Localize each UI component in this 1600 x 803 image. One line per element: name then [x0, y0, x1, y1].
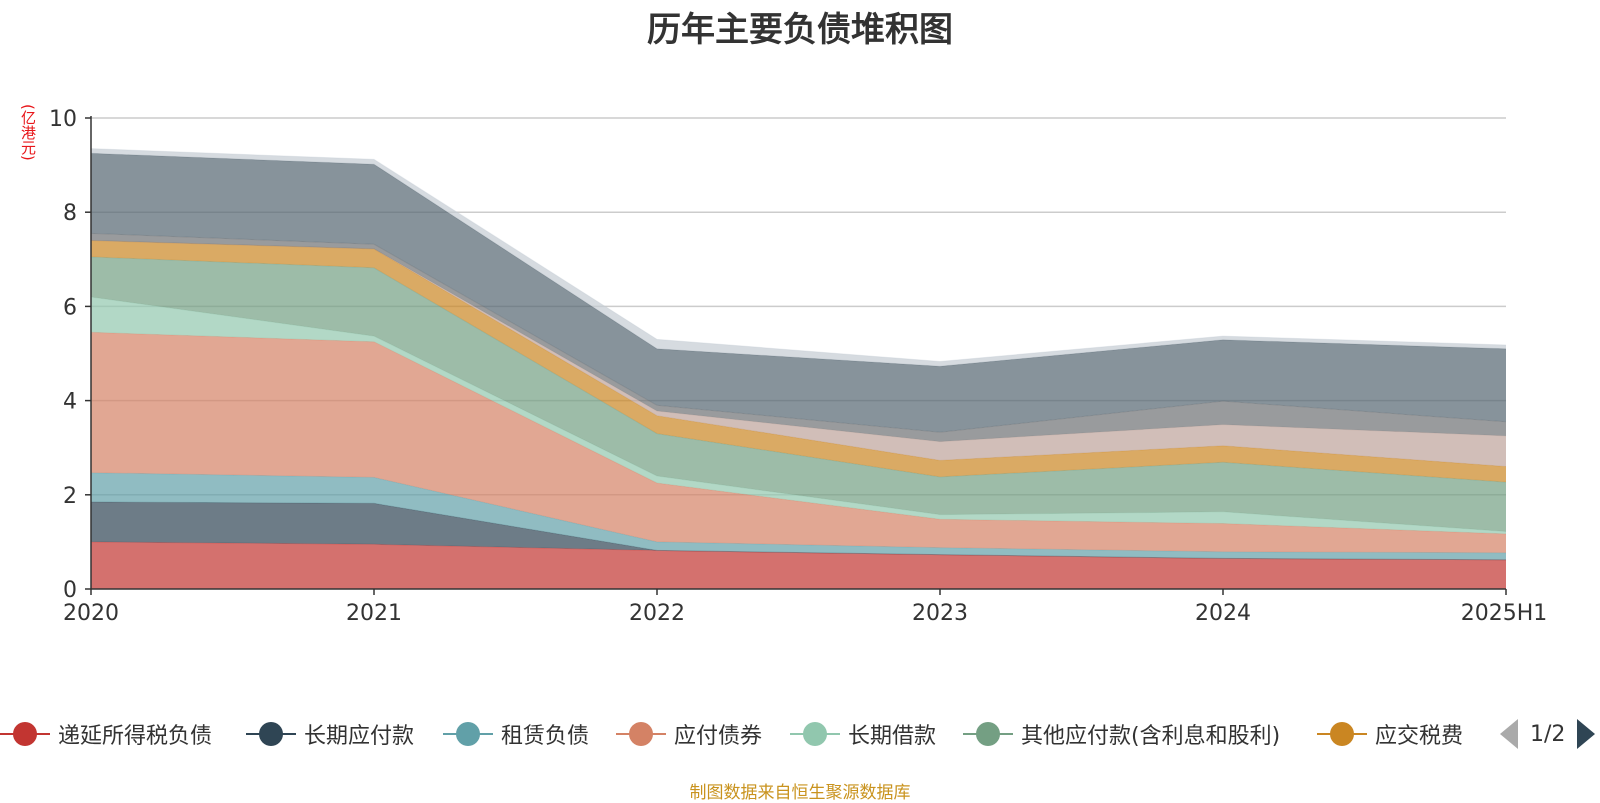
- legend-label: 长期借款: [848, 724, 937, 749]
- legend-label: 长期应付款: [304, 724, 415, 749]
- x-tick-label: 2020: [63, 601, 119, 626]
- area-series-0: [91, 541, 1506, 589]
- legend-label: 应付债券: [674, 724, 763, 749]
- area-series-4: [91, 297, 1506, 534]
- legend-page-indicator: 1/2: [1530, 721, 1566, 747]
- area-series-1: [91, 501, 1506, 560]
- y-tick-label: 8: [63, 201, 77, 226]
- axes: 0 2 4 6 8 10 2020 2021 2022 2023 2024 2025H1: [49, 107, 1547, 626]
- legend-item[interactable]: 长期借款: [790, 716, 936, 752]
- area-series-5: [91, 256, 1506, 532]
- legend-label: 递延所得税负债: [58, 724, 213, 749]
- x-tick-label: 2023: [912, 601, 968, 626]
- legend-marker-icon: [790, 721, 840, 747]
- x-tick-label: 2024: [1195, 601, 1251, 626]
- y-tick-label: 2: [63, 484, 77, 509]
- area-series-9: [91, 153, 1506, 433]
- x-tick-label: 2022: [629, 601, 685, 626]
- legend: 递延所得税负债 长期应付款 租赁负债 应付债券 长期借款 其他应付款(含利息和股利) 应交税…: [0, 716, 1484, 752]
- legend-label: 租赁负债: [501, 724, 590, 749]
- area-series-6: [91, 240, 1506, 483]
- x-tick-label: 2025H1: [1461, 601, 1548, 626]
- chart-title: 历年主要负债堆积图: [647, 10, 953, 50]
- legend-label: 其他应付款(含利息和股利): [1021, 724, 1281, 749]
- y-tick-label: 0: [63, 578, 77, 603]
- legend-marker-icon: [1317, 721, 1367, 747]
- stacked-area-chart: 0 2 4 6 8 10 2020 2021 2022 2023 2024 2025H1: [49, 107, 1547, 626]
- area-series-3: [91, 332, 1506, 553]
- area-series-8: [91, 233, 1506, 442]
- y-tick-label: 6: [63, 295, 77, 320]
- legend-marker-icon: [0, 721, 50, 747]
- legend-marker-icon: [963, 721, 1013, 747]
- legend-item[interactable]: 租赁负债: [443, 716, 589, 752]
- legend-item[interactable]: 递延所得税负债: [0, 716, 212, 752]
- legend-marker-icon: [616, 721, 666, 747]
- area-series-2: [91, 472, 1506, 560]
- area-series: [90, 148, 1507, 589]
- legend-next-page-icon[interactable]: [1577, 719, 1596, 749]
- legend-item[interactable]: 应付债券: [616, 716, 762, 752]
- area-series-line-10: [90, 148, 1507, 363]
- legend-pager: 1/2: [1500, 716, 1596, 752]
- legend-item[interactable]: 长期应付款: [246, 716, 414, 752]
- y-tick-label: 10: [49, 107, 77, 132]
- legend-item[interactable]: 其他应付款(含利息和股利): [963, 716, 1280, 752]
- data-source-note: 制图数据来自恒生聚源数据库: [689, 783, 911, 803]
- legend-label: 应交税费: [1375, 724, 1464, 749]
- y-tick-label: 4: [63, 390, 77, 415]
- x-tick-label: 2021: [346, 601, 402, 626]
- legend-item[interactable]: 应交税费: [1317, 716, 1463, 752]
- y-axis-unit-label: (亿港元): [19, 104, 37, 161]
- area-series-7: [91, 240, 1506, 467]
- legend-marker-icon: [246, 721, 296, 747]
- legend-marker-icon: [443, 721, 493, 747]
- legend-prev-page-icon[interactable]: [1500, 719, 1518, 749]
